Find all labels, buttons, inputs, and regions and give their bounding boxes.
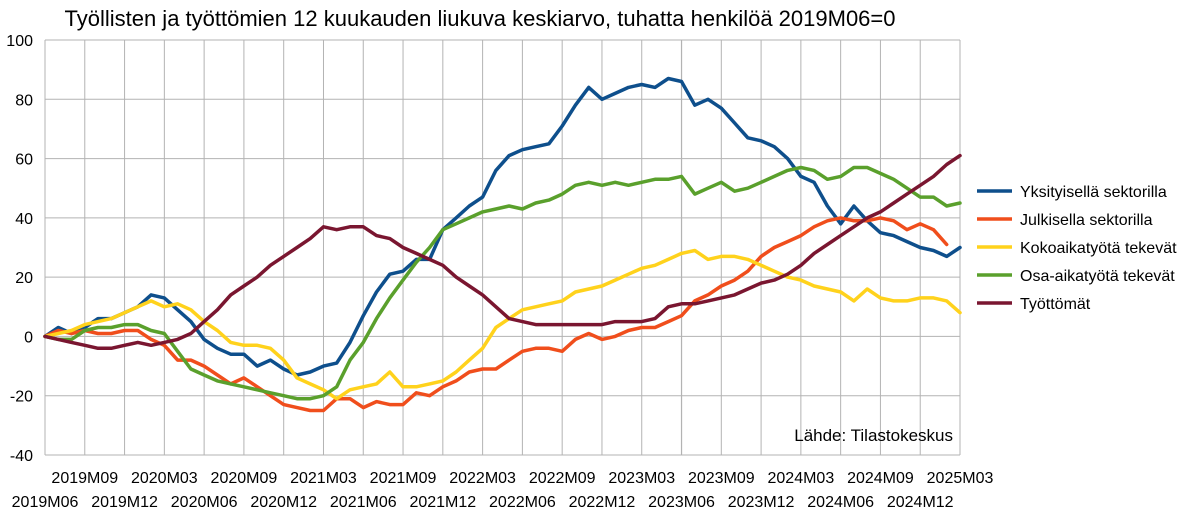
x-tick-label: 2024M06 <box>807 494 874 511</box>
y-tick-label: 100 <box>6 33 33 50</box>
x-tick-label: 2025M03 <box>927 470 994 487</box>
y-tick-label: -40 <box>10 448 33 465</box>
y-tick-label: 20 <box>15 270 33 287</box>
series-line-5 <box>43 153 962 351</box>
y-tick-label: 0 <box>24 329 33 346</box>
x-tick-label: 2019M09 <box>51 470 118 487</box>
series-line-2 <box>43 216 949 413</box>
x-axis-tick-labels: 2019M09 2020M03 2020M09 2021M03 2021M09 2022M… <box>12 470 994 511</box>
x-tick-label: 2020M06 <box>171 494 238 511</box>
legend-label: Osa-aikatyötä tekevät <box>1020 268 1175 285</box>
x-tick-label: 2023M03 <box>608 470 675 487</box>
y-tick-label: 40 <box>15 211 33 228</box>
legend-label: Työttömät <box>1020 296 1091 313</box>
y-axis-tick-labels: -40 -20 0 20 40 60 80 100 <box>6 33 33 465</box>
y-tick-label: -20 <box>10 389 33 406</box>
x-tick-label: 2024M12 <box>887 494 954 511</box>
x-tick-label: 2024M09 <box>847 470 914 487</box>
x-tick-label: 2022M12 <box>569 494 636 511</box>
x-tick-label: 2021M06 <box>330 494 397 511</box>
x-tick-label: 2020M09 <box>211 470 278 487</box>
series-lines <box>43 76 962 413</box>
series-line-1 <box>43 76 962 377</box>
x-tick-label: 2019M12 <box>91 494 158 511</box>
x-tick-label: 2021M09 <box>370 470 437 487</box>
x-tick-label: 2023M12 <box>728 494 795 511</box>
x-tick-label: 2020M12 <box>250 494 317 511</box>
legend-label: Kokoaikatyötä tekevät <box>1020 240 1177 257</box>
x-tick-label: 2021M12 <box>409 494 476 511</box>
x-tick-label: 2020M03 <box>131 470 198 487</box>
source-note: Lähde: Tilastokeskus <box>794 426 953 445</box>
y-tick-label: 80 <box>15 92 33 109</box>
chart-title: Työllisten ja työttömien 12 kuukauden li… <box>64 6 895 31</box>
series-line-4 <box>43 165 962 401</box>
x-tick-label: 2023M09 <box>688 470 755 487</box>
legend-label: Yksityisellä sektorilla <box>1020 184 1167 201</box>
series-line-3 <box>43 248 962 401</box>
x-tick-label: 2022M06 <box>489 494 556 511</box>
legend-label: Julkisella sektorilla <box>1020 212 1153 229</box>
x-tick-label: 2023M06 <box>648 494 715 511</box>
y-tick-label: 60 <box>15 152 33 169</box>
x-tick-label: 2019M06 <box>12 494 79 511</box>
legend: Yksityisellä sektorilla Julkisella sektor… <box>977 184 1177 313</box>
x-tick-label: 2024M03 <box>768 470 835 487</box>
x-tick-label: 2022M03 <box>449 470 516 487</box>
x-tick-label: 2022M09 <box>529 470 596 487</box>
x-tick-label: 2021M03 <box>290 470 357 487</box>
